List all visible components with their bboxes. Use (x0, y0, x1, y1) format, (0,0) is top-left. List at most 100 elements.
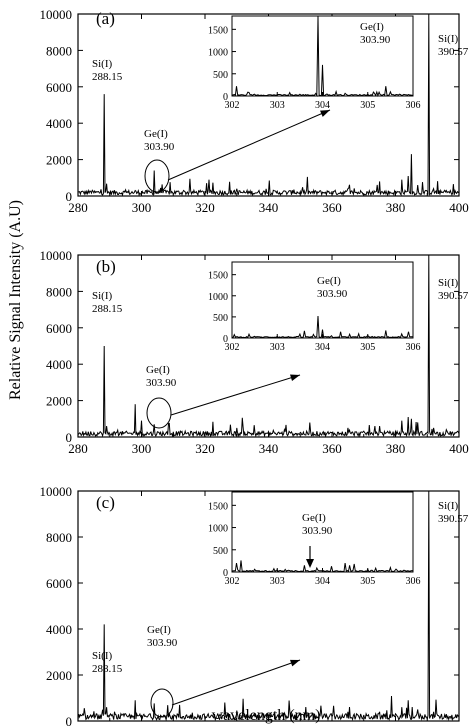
y-tick-label: 6000 (46, 576, 72, 591)
x-tick-label: 300 (132, 441, 152, 456)
x-tick-label: 400 (449, 441, 469, 456)
y-tick-label: 2000 (46, 153, 72, 168)
inset-y-tick-label: 0 (223, 568, 228, 579)
x-tick-label: 300 (132, 725, 152, 728)
peak-annotation: 288.15 (92, 71, 123, 83)
y-tick-label: 0 (66, 189, 73, 204)
inset-chart: 302 303 304 305 306 0 500 1000 1500 Ge(I)303.90 (208, 491, 421, 587)
inset-peak-annotation: Ge(I) (317, 275, 341, 287)
inset-x-tick-label: 303 (270, 342, 285, 353)
x-tick-label: 380 (386, 200, 406, 215)
inset-x-tick-label: 306 (406, 342, 421, 353)
inset-x-tick-label: 302 (225, 342, 240, 353)
x-tick-label: 320 (195, 725, 215, 728)
x-tick-label: 340 (259, 441, 279, 456)
x-tick-label: 340 (259, 725, 279, 728)
callout-arrow (167, 109, 331, 181)
inset-frame (231, 15, 414, 97)
callout-arrow (171, 659, 301, 706)
callout-arrowhead (290, 659, 300, 667)
inset-chart: 302 303 304 305 306 0 500 1000 1500 Ge(I)303.90 (208, 261, 421, 353)
highlight-ellipse (150, 688, 174, 718)
inset-frame (231, 261, 414, 339)
inset-y-tick-label: 500 (213, 70, 228, 81)
y-tick-label: 10000 (40, 484, 73, 499)
callout-arrowhead (320, 110, 330, 117)
inset-y-tick-label: 1500 (208, 501, 228, 512)
peak-annotation: Ge(I) (147, 624, 171, 636)
inset-y-tick-label: 1000 (208, 48, 228, 59)
x-tick-label: 320 (195, 441, 215, 456)
peak-annotation: 288.15 (92, 663, 123, 675)
panel-b: 280 300 320 340 360 380 4000200040006000800010… (40, 248, 469, 456)
x-tick-label: 280 (68, 725, 88, 728)
inset-peak-annotation: Ge(I) (360, 21, 384, 33)
inset-spectrum-line (231, 15, 414, 98)
inset-y-tick-label: 500 (213, 546, 228, 557)
y-tick-label: 8000 (46, 43, 72, 58)
x-tick-label: 300 (132, 200, 152, 215)
inset-frame (231, 491, 414, 573)
peak-annotation: 390.57 (438, 513, 469, 525)
y-axis-title: Relative Signal Intensity (A.U) (7, 200, 24, 400)
inset-peak-annotation: 303.90 (302, 525, 333, 537)
peak-annotation: 303.90 (144, 141, 175, 153)
y-tick-label: 8000 (46, 284, 72, 299)
panel-label: (b) (96, 257, 116, 276)
callout-arrow (170, 374, 301, 416)
panel-label: (a) (96, 9, 115, 28)
y-tick-label: 0 (66, 714, 73, 728)
x-tick-label: 380 (386, 441, 406, 456)
inset-x-tick-label: 306 (406, 576, 421, 587)
inset-pointer-arrowhead (306, 559, 314, 568)
inset-y-tick-label: 0 (223, 92, 228, 103)
peak-annotation: Si(I) (438, 277, 459, 289)
inset-peak-annotation: Ge(I) (302, 512, 326, 524)
x-tick-label: 400 (449, 200, 469, 215)
peak-annotation: Si(I) (92, 290, 113, 302)
peak-annotation: Ge(I) (144, 128, 168, 140)
x-tick-label: 400 (449, 725, 469, 728)
callout-arrowhead (290, 374, 300, 382)
inset-x-tick-label: 303 (270, 100, 285, 111)
peak-annotation: Si(I) (92, 58, 113, 70)
inset-y-tick-label: 1000 (208, 292, 228, 303)
x-tick-label: 360 (322, 441, 342, 456)
inset-x-tick-label: 305 (360, 342, 375, 353)
inset-spectrum-line (231, 560, 414, 573)
inset-x-tick-label: 306 (406, 100, 421, 111)
y-tick-label: 0 (66, 430, 73, 445)
inset-x-tick-label: 302 (225, 100, 240, 111)
inset-chart: 302 303 304 305 306 0 500 1000 1500 Ge(I)303.90 (208, 15, 421, 111)
x-tick-label: 280 (68, 441, 88, 456)
x-tick-label: 360 (322, 200, 342, 215)
inset-peak-annotation: 303.90 (317, 288, 348, 300)
peak-annotation: Si(I) (438, 500, 459, 512)
y-tick-label: 10000 (40, 248, 73, 263)
inset-y-tick-label: 1500 (208, 271, 228, 282)
peak-annotation: Si(I) (438, 33, 459, 45)
x-tick-label: 280 (68, 200, 88, 215)
x-tick-label: 340 (259, 200, 279, 215)
inset-y-tick-label: 1500 (208, 25, 228, 36)
panel-label: (c) (96, 493, 115, 512)
y-tick-label: 6000 (46, 321, 72, 336)
highlight-ellipse (146, 397, 172, 429)
spectrum-line (77, 13, 460, 197)
x-axis-title: wavelength (nm) (212, 707, 321, 724)
x-tick-label: 380 (386, 725, 406, 728)
inset-x-tick-label: 305 (360, 100, 375, 111)
y-tick-label: 8000 (46, 530, 72, 545)
y-tick-label: 4000 (46, 357, 72, 372)
highlight-ellipse (144, 159, 170, 193)
y-tick-label: 6000 (46, 80, 72, 95)
inset-x-tick-label: 302 (225, 576, 240, 587)
y-tick-label: 2000 (46, 668, 72, 683)
inset-x-tick-label: 305 (360, 576, 375, 587)
x-tick-label: 320 (195, 200, 215, 215)
inset-x-tick-label: 304 (315, 100, 330, 111)
inset-y-tick-label: 500 (213, 313, 228, 324)
inset-y-tick-label: 1000 (208, 524, 228, 535)
peak-annotation: 303.90 (146, 377, 177, 389)
